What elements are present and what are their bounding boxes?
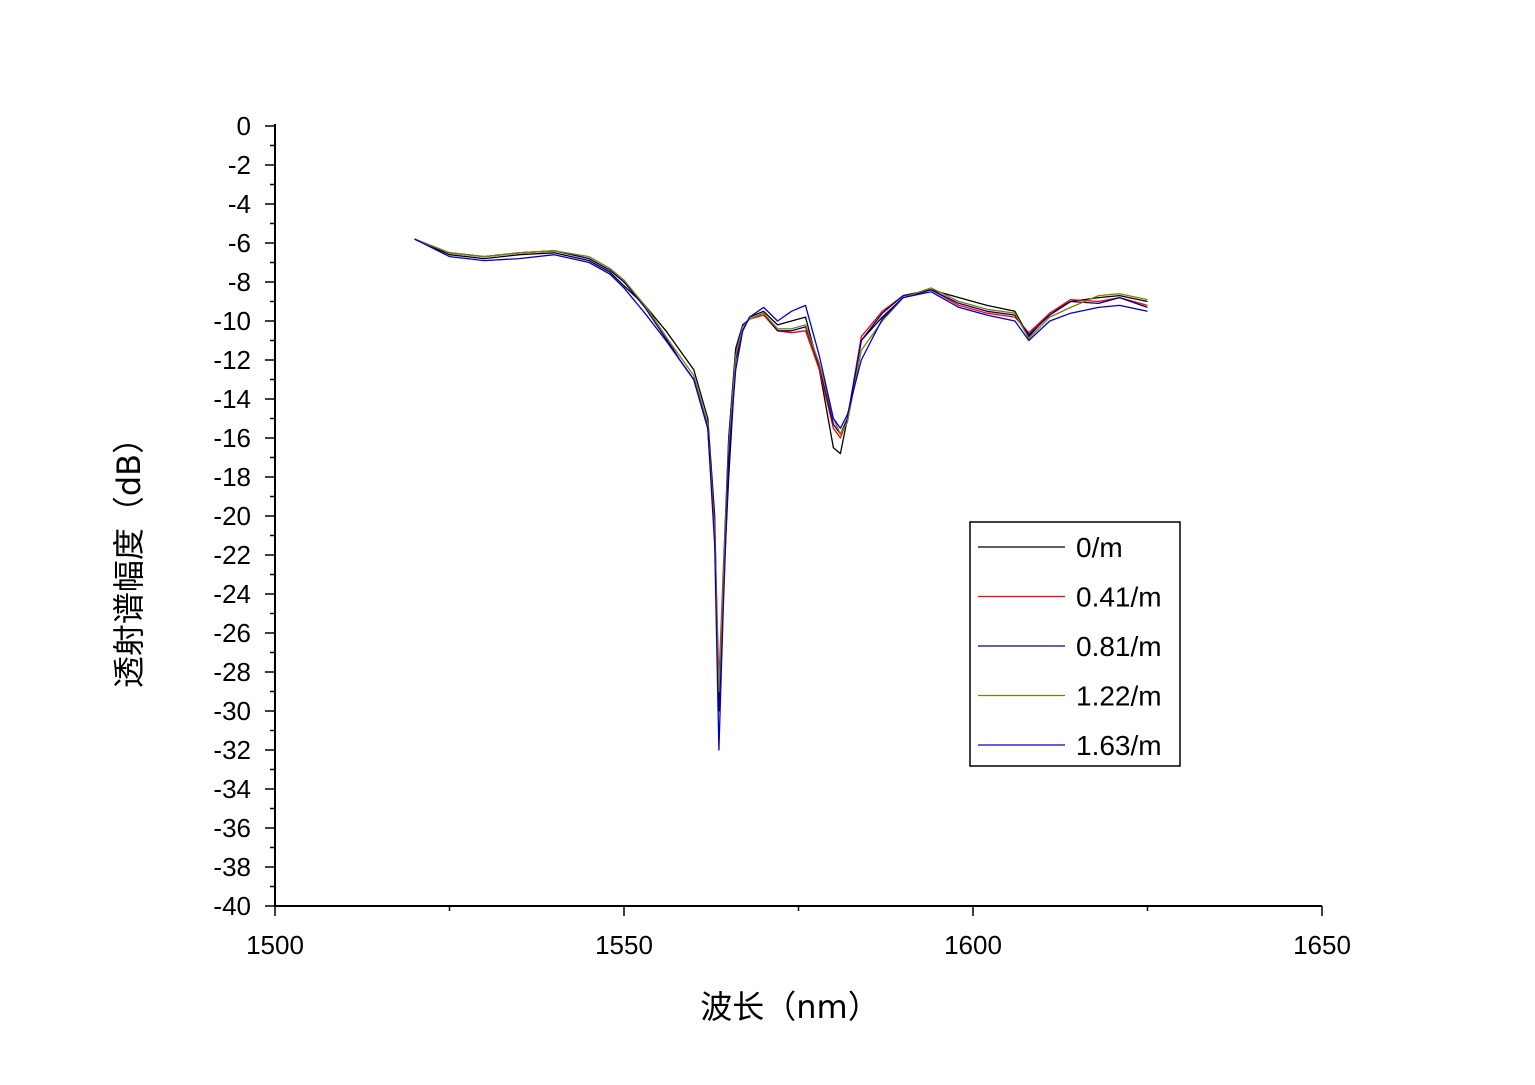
series-line-4 <box>414 238 1148 751</box>
legend: 0/m 0.41/m 0.81/m 1.22/m 1.63/m <box>969 521 1181 767</box>
legend-label: 1.22/m <box>1076 681 1162 712</box>
y-tick-labels: 0 -2 -4 -6 -8 -10 -12 -14 -16 -18 -20 -22 -24 -26 -28 -… <box>213 111 251 921</box>
y-tick-label: -26 <box>213 618 251 648</box>
y-axis-title: 透射谱幅度（dB） <box>110 422 148 688</box>
y-tick-label: -22 <box>213 540 251 570</box>
x-axis-title: 波长（nm） <box>700 988 879 1026</box>
y-tick-label: -24 <box>213 579 251 609</box>
y-tick-label: -38 <box>213 852 251 882</box>
series-lines <box>414 238 1148 751</box>
x-tick-label: 1600 <box>944 930 1002 960</box>
axes <box>265 124 1323 916</box>
series-line-3 <box>414 238 1148 693</box>
legend-box <box>969 521 1181 767</box>
y-tick-label: -2 <box>228 150 251 180</box>
x-tick-label: 1550 <box>595 930 653 960</box>
y-tick-label: -36 <box>213 813 251 843</box>
x-tick-label: 1500 <box>246 930 304 960</box>
y-tick-label: -6 <box>228 228 251 258</box>
series-line-0 <box>414 238 1148 712</box>
y-tick-label: -12 <box>213 345 251 375</box>
x-tick-label: 1650 <box>1293 930 1351 960</box>
y-tick-label: -18 <box>213 462 251 492</box>
y-tick-label: -20 <box>213 501 251 531</box>
y-tick-label: -40 <box>213 891 251 921</box>
y-tick-label: -8 <box>228 267 251 297</box>
legend-label: 0.81/m <box>1076 631 1162 662</box>
y-tick-label: -34 <box>213 774 251 804</box>
y-tick-label: -28 <box>213 657 251 687</box>
legend-label: 0.41/m <box>1076 582 1162 613</box>
y-tick-label: -16 <box>213 423 251 453</box>
y-tick-label: -4 <box>228 189 251 219</box>
legend-label: 1.63/m <box>1076 730 1162 761</box>
x-tick-labels: 1500 1550 1600 1650 <box>246 930 1351 960</box>
y-tick-label: 0 <box>237 111 251 141</box>
y-tick-label: -30 <box>213 696 251 726</box>
y-tick-label: -32 <box>213 735 251 765</box>
y-tick-label: -10 <box>213 306 251 336</box>
legend-label: 0/m <box>1076 532 1123 563</box>
y-tick-label: -14 <box>213 384 251 414</box>
